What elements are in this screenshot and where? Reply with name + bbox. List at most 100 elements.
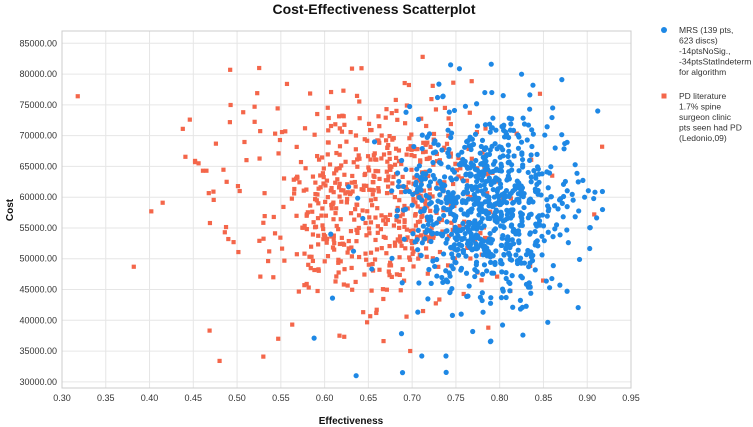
pd-literature-point: [403, 246, 407, 250]
x-tick-label: 0.60: [316, 393, 334, 403]
y-tick-label: 45000.00: [19, 285, 57, 295]
mrs-point: [510, 273, 515, 278]
mrs-point: [544, 169, 549, 174]
pd-literature-point: [302, 283, 306, 287]
mrs-point: [395, 208, 400, 213]
mrs-point: [527, 92, 532, 97]
mrs-point: [427, 201, 432, 206]
pd-literature-point: [451, 81, 455, 85]
pd-literature-point: [337, 185, 341, 189]
pd-literature-point: [272, 215, 276, 219]
mrs-point: [430, 160, 435, 165]
pd-literature-point: [451, 182, 455, 186]
mrs-point: [474, 246, 479, 251]
mrs-point: [582, 195, 587, 200]
pd-literature-point: [211, 190, 215, 194]
pd-literature-point: [305, 214, 309, 218]
mrs-point: [536, 166, 541, 171]
x-tick-label: 0.35: [97, 393, 115, 403]
mrs-point: [467, 171, 472, 176]
pd-literature-point: [384, 107, 388, 111]
mrs-point: [403, 189, 408, 194]
mrs-point: [592, 190, 597, 195]
mrs-point: [434, 185, 439, 190]
x-tick-label: 0.55: [272, 393, 290, 403]
mrs-point: [580, 178, 585, 183]
pd-literature-point: [385, 160, 389, 164]
mrs-point: [519, 72, 524, 77]
pd-literature-point: [325, 237, 329, 241]
mrs-point: [507, 116, 512, 121]
mrs-point: [441, 94, 446, 99]
y-tick-label: 70000.00: [19, 131, 57, 141]
pd-literature-point: [339, 217, 343, 221]
pd-literature-point: [350, 67, 354, 71]
pd-literature-point: [373, 169, 377, 173]
grid-lines: [62, 31, 631, 388]
mrs-point: [452, 195, 457, 200]
pd-literature-point: [424, 246, 428, 250]
pd-literature-point: [295, 145, 299, 149]
pd-literature-point: [241, 110, 245, 114]
pd-literature-point: [375, 247, 379, 251]
pd-literature-point: [196, 161, 200, 165]
pd-literature-point: [304, 187, 308, 191]
mrs-point: [330, 296, 335, 301]
pd-literature-point: [408, 258, 412, 262]
pd-literature-point: [369, 251, 373, 255]
pd-literature-point: [354, 184, 358, 188]
mrs-point: [473, 167, 478, 172]
mrs-point: [354, 373, 359, 378]
mrs-point: [479, 144, 484, 149]
mrs-point: [441, 213, 446, 218]
pd-literature-point: [311, 174, 315, 178]
mrs-point: [488, 338, 493, 343]
pd-literature-point: [333, 181, 337, 185]
mrs-point: [369, 266, 374, 271]
pd-literature-point: [449, 122, 453, 126]
mrs-point: [468, 220, 473, 225]
pd-literature-point: [495, 274, 499, 278]
mrs-point: [552, 226, 557, 231]
pd-literature-point: [257, 66, 261, 70]
mrs-point: [456, 253, 461, 258]
mrs-point: [489, 90, 494, 95]
mrs-point: [576, 208, 581, 213]
pd-literature-legend-marker: [662, 94, 667, 99]
mrs-point: [507, 281, 512, 286]
pd-literature-point: [290, 323, 294, 327]
mrs-point: [531, 132, 536, 137]
pd-literature-point: [399, 190, 403, 194]
pd-literature-point: [208, 221, 212, 225]
pd-literature-point: [345, 197, 349, 201]
mrs-point: [460, 198, 465, 203]
pd-literature-point: [323, 259, 327, 263]
pd-literature-point: [342, 335, 346, 339]
mrs-point: [463, 104, 468, 109]
mrs-point: [548, 194, 553, 199]
pd-literature-point: [411, 264, 415, 268]
mrs-point: [504, 194, 509, 199]
pd-literature-point: [236, 184, 240, 188]
pd-literature-point: [371, 192, 375, 196]
pd-literature-point: [367, 231, 371, 235]
pd-literature-point: [339, 163, 343, 167]
mrs-point: [516, 146, 521, 151]
pd-literature-point: [363, 173, 367, 177]
pd-literature-point: [311, 232, 315, 236]
mrs-point: [532, 229, 537, 234]
pd-literature-point: [323, 200, 327, 204]
mrs-point: [434, 204, 439, 209]
pd-literature-point: [363, 221, 367, 225]
mrs-point: [443, 278, 448, 283]
mrs-point: [402, 237, 407, 242]
mrs-point: [483, 122, 488, 127]
pd-literature-point: [267, 249, 271, 253]
pd-literature-point: [357, 255, 361, 259]
mrs-point: [447, 196, 452, 201]
pd-literature-point: [381, 287, 385, 291]
mrs-point: [528, 291, 533, 296]
mrs-point: [446, 165, 451, 170]
mrs-point: [529, 212, 534, 217]
pd-literature-point: [332, 248, 336, 252]
